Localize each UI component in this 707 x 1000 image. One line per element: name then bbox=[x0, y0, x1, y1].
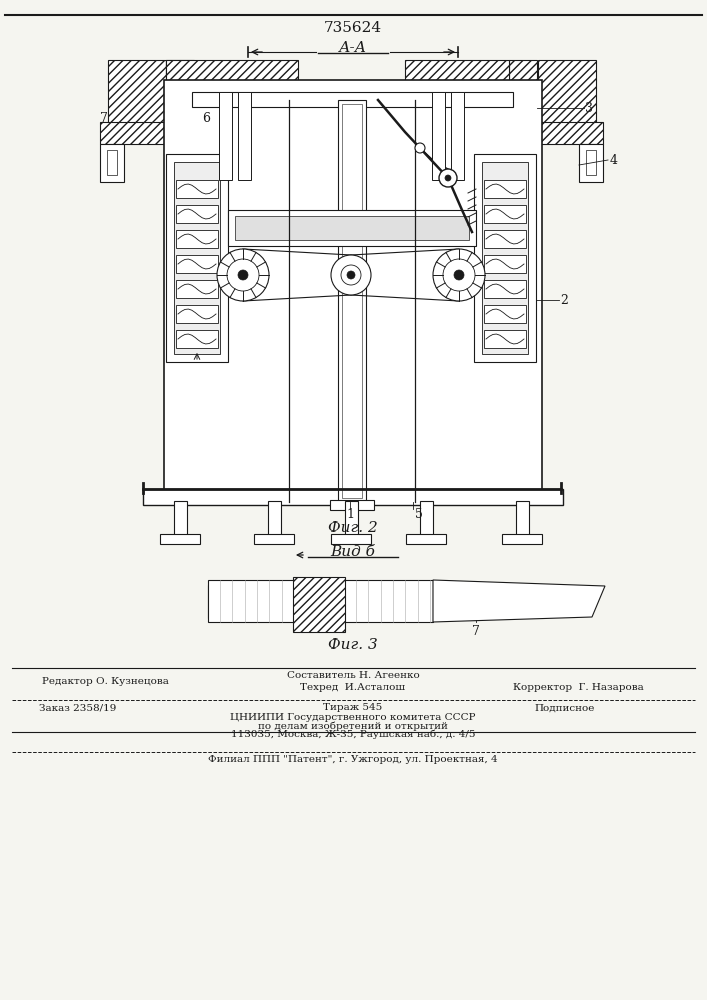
Text: Тираж 545: Тираж 545 bbox=[323, 704, 382, 712]
Circle shape bbox=[217, 249, 269, 301]
Bar bbox=[268, 501, 281, 535]
Bar bbox=[484, 230, 526, 248]
Circle shape bbox=[415, 143, 425, 153]
Bar bbox=[164, 80, 542, 502]
Bar bbox=[143, 489, 563, 505]
Bar bbox=[345, 501, 358, 535]
Bar bbox=[406, 534, 446, 544]
Bar bbox=[235, 216, 469, 240]
Text: 5: 5 bbox=[415, 508, 423, 520]
Circle shape bbox=[454, 270, 464, 280]
Circle shape bbox=[331, 255, 371, 295]
Bar bbox=[338, 100, 366, 502]
Bar bbox=[174, 162, 220, 354]
Text: А-А: А-А bbox=[339, 41, 367, 55]
Bar bbox=[174, 501, 187, 535]
Bar bbox=[108, 60, 166, 142]
Circle shape bbox=[347, 271, 355, 279]
Bar bbox=[474, 154, 536, 362]
Text: 3: 3 bbox=[585, 102, 593, 114]
Text: 7: 7 bbox=[472, 625, 480, 638]
Bar bbox=[509, 60, 537, 125]
Bar bbox=[208, 585, 293, 618]
Bar bbox=[405, 60, 509, 92]
Bar bbox=[192, 92, 513, 107]
Text: 1: 1 bbox=[346, 508, 354, 520]
Text: 6: 6 bbox=[202, 111, 210, 124]
Bar bbox=[176, 230, 218, 248]
Bar bbox=[484, 205, 526, 223]
Bar bbox=[484, 180, 526, 198]
Bar bbox=[100, 122, 166, 144]
Bar bbox=[331, 534, 371, 544]
Text: 2: 2 bbox=[560, 294, 568, 306]
Circle shape bbox=[443, 259, 475, 291]
Bar bbox=[502, 534, 542, 544]
Text: Вид б: Вид б bbox=[331, 545, 375, 559]
Bar bbox=[484, 305, 526, 323]
Bar bbox=[228, 210, 476, 246]
Bar bbox=[208, 580, 433, 622]
Circle shape bbox=[439, 169, 457, 187]
Bar bbox=[537, 122, 603, 144]
Bar bbox=[484, 255, 526, 273]
Text: 4: 4 bbox=[610, 153, 618, 166]
Text: Редактор О. Кузнецова: Редактор О. Кузнецова bbox=[42, 678, 168, 686]
Bar bbox=[586, 150, 596, 175]
Text: Филиал ППП "Патент", г. Ужгород, ул. Проектная, 4: Филиал ППП "Патент", г. Ужгород, ул. Про… bbox=[208, 756, 498, 764]
Bar bbox=[176, 180, 218, 198]
Bar bbox=[176, 305, 218, 323]
Circle shape bbox=[227, 259, 259, 291]
Circle shape bbox=[341, 265, 361, 285]
Text: по делам изобретений и открытий: по делам изобретений и открытий bbox=[258, 721, 448, 731]
Bar bbox=[484, 330, 526, 348]
Bar bbox=[238, 92, 251, 180]
Bar bbox=[176, 280, 218, 298]
Bar bbox=[579, 144, 603, 182]
Bar bbox=[451, 92, 464, 180]
Text: ЦНИИПИ Государственного комитета СССР: ЦНИИПИ Государственного комитета СССР bbox=[230, 714, 476, 722]
Text: Составитель Н. Агеенко: Составитель Н. Агеенко bbox=[286, 670, 419, 680]
Text: 113035, Москва, Ж-35, Раушская наб., д. 4/5: 113035, Москва, Ж-35, Раушская наб., д. … bbox=[230, 729, 475, 739]
Bar bbox=[219, 92, 232, 180]
Text: Подписное: Подписное bbox=[534, 704, 595, 712]
Bar bbox=[107, 150, 117, 175]
Text: Фиг. 3: Фиг. 3 bbox=[328, 638, 378, 652]
Bar bbox=[516, 501, 529, 535]
Bar bbox=[342, 104, 362, 498]
Polygon shape bbox=[433, 580, 605, 622]
Bar bbox=[330, 500, 374, 510]
Bar bbox=[166, 60, 194, 125]
Bar bbox=[484, 280, 526, 298]
Bar bbox=[482, 162, 528, 354]
Text: Фиг. 2: Фиг. 2 bbox=[328, 521, 378, 535]
Bar bbox=[176, 255, 218, 273]
Circle shape bbox=[445, 175, 451, 181]
Bar bbox=[100, 144, 124, 182]
Bar bbox=[160, 534, 200, 544]
Text: Техред  И.Асталош: Техред И.Асталош bbox=[300, 682, 406, 692]
Bar bbox=[166, 154, 228, 362]
Bar bbox=[176, 205, 218, 223]
Bar bbox=[432, 92, 445, 180]
Circle shape bbox=[433, 249, 485, 301]
Text: 735624: 735624 bbox=[324, 21, 382, 35]
Text: 7: 7 bbox=[100, 111, 108, 124]
Text: Заказ 2358/19: Заказ 2358/19 bbox=[40, 704, 117, 712]
Bar bbox=[176, 330, 218, 348]
Bar bbox=[293, 577, 345, 632]
Text: Корректор  Г. Назарова: Корректор Г. Назарова bbox=[513, 682, 643, 692]
Bar bbox=[254, 534, 294, 544]
Bar bbox=[538, 60, 596, 142]
Circle shape bbox=[238, 270, 248, 280]
Bar bbox=[420, 501, 433, 535]
Bar bbox=[166, 60, 298, 92]
